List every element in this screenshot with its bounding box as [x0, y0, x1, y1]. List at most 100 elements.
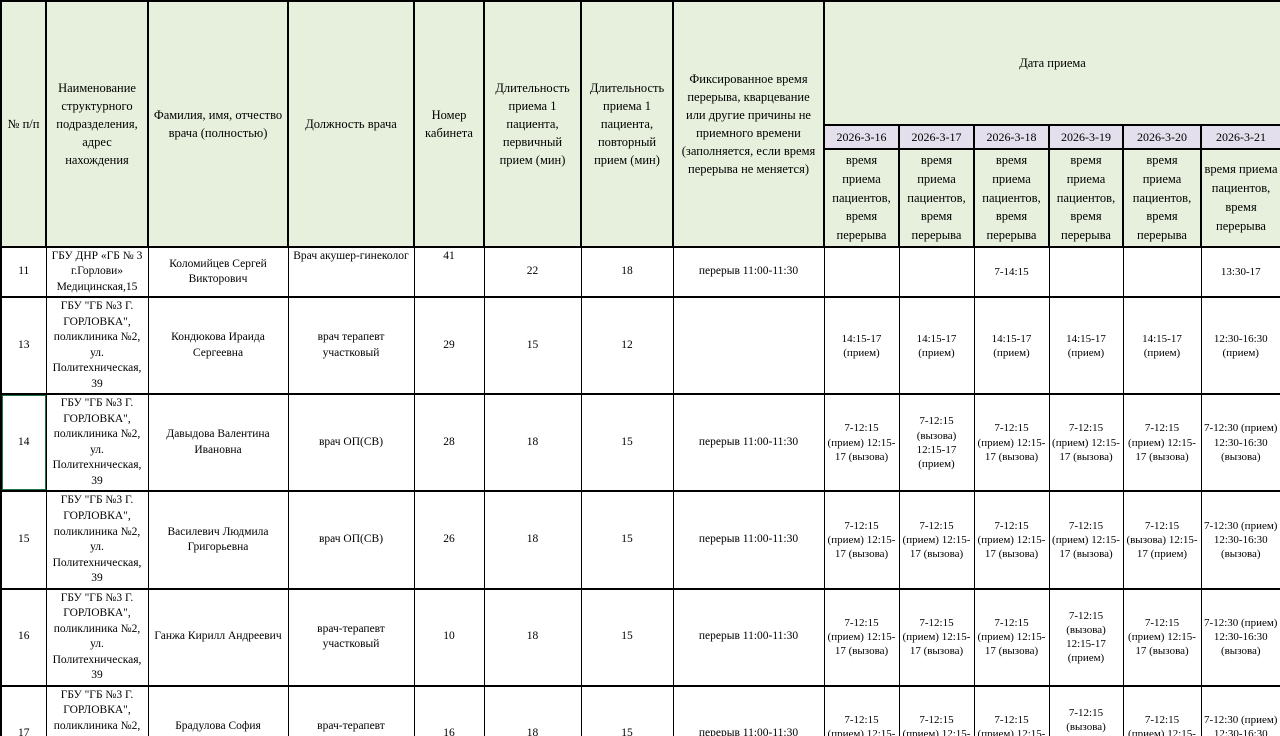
cell-num[interactable]: 13 — [0, 296, 47, 395]
header-npp[interactable]: № п/п — [0, 0, 47, 248]
cell-org[interactable]: ГБУ "ГБ №3 Г. ГОРЛОВКА", поликлиника №2,… — [45, 684, 149, 736]
cell-schedule[interactable]: 7-12:15 (прием) 12:15-17 (вызова) — [1048, 393, 1124, 492]
cell-schedule[interactable] — [823, 245, 900, 298]
cell-fixed[interactable]: перерыв 11:00-11:30 — [672, 245, 825, 298]
cell-dur2[interactable]: 15 — [580, 684, 674, 736]
header-date-sub-2[interactable]: время приема пациентов, время перерыва — [973, 148, 1050, 248]
cell-cab[interactable]: 26 — [413, 490, 485, 590]
cell-schedule[interactable]: 7-12:15 (прием) 12:15-17 (вызова) — [973, 684, 1050, 736]
cell-schedule[interactable]: 7-12:15 (прием) 12:15-17 (вызова) — [973, 393, 1050, 492]
cell-schedule[interactable]: 7-12:15 (прием) 12:15-17 (вызова) — [898, 490, 975, 590]
cell-schedule[interactable]: 14:15-17 (прием) — [973, 296, 1050, 395]
cell-num[interactable]: 11 — [0, 245, 47, 298]
header-date-1[interactable]: 2026-3-17 — [898, 124, 975, 150]
cell-fio[interactable]: Брадулова София Виталиевна — [147, 684, 289, 736]
cell-schedule[interactable]: 7-12:15 (вызова) 12:15-17 (прием) — [1048, 684, 1124, 736]
cell-org[interactable]: ГБУ "ГБ №3 Г. ГОРЛОВКА", поликлиника №2,… — [45, 296, 149, 395]
cell-pos[interactable]: врач ОП(СВ) — [287, 490, 415, 590]
cell-schedule[interactable]: 7-12:30 (прием) 12:30-16:30 (вызова) — [1200, 393, 1280, 492]
cell-num[interactable]: 17 — [0, 684, 47, 736]
cell-fixed[interactable]: перерыв 11:00-11:30 — [672, 490, 825, 590]
header-date-2[interactable]: 2026-3-18 — [973, 124, 1050, 150]
cell-fio[interactable]: Кондюкова Ираида Сергеевна — [147, 296, 289, 395]
header-date-3[interactable]: 2026-3-19 — [1048, 124, 1124, 150]
cell-dur2[interactable]: 15 — [580, 587, 674, 687]
cell-schedule[interactable]: 7-12:15 (прием) 12:15-17 (вызова) — [1122, 587, 1202, 687]
cell-dur2[interactable]: 18 — [580, 245, 674, 298]
header-date-sub-5[interactable]: время приема пациентов, время перерыва — [1199, 148, 1280, 248]
header-dur1[interactable]: Длительность приема 1 пациента, первичны… — [483, 0, 582, 248]
cell-fixed[interactable] — [672, 296, 825, 395]
cell-org[interactable]: ГБУ "ГБ №3 Г. ГОРЛОВКА", поликлиника №2,… — [45, 490, 149, 590]
header-pos[interactable]: Должность врача — [287, 0, 415, 248]
cell-fio[interactable]: Василевич Людмила Григорьевна — [147, 490, 289, 590]
cell-schedule[interactable]: 14:15-17 (прием) — [1122, 296, 1202, 395]
header-dur2[interactable]: Длительность приема 1 пациента, повторны… — [580, 0, 674, 248]
cell-dur1[interactable]: 22 — [483, 245, 582, 298]
cell-schedule[interactable]: 7-12:15 (прием) 12:15-17 (вызова) — [823, 393, 900, 492]
header-date-sub-0[interactable]: время приема пациентов, время перерыва — [823, 148, 900, 248]
cell-schedule[interactable]: 7-12:30 (прием) 12:30-16:30 (вызова) — [1200, 684, 1280, 736]
header-cab[interactable]: Номер кабинета — [413, 0, 485, 248]
cell-org[interactable]: ГБУ ДНР «ГБ № 3 г.Горлови» Медицинская,1… — [45, 245, 149, 298]
header-date-sub-1[interactable]: время приема пациентов, время перерыва — [898, 148, 975, 248]
cell-dur1[interactable]: 18 — [483, 490, 582, 590]
cell-schedule[interactable]: 7-12:15 (вызова) 12:15-17 (прием) — [898, 393, 975, 492]
cell-schedule[interactable]: 7-12:15 (вызова) 12:15-17 (прием) — [1122, 490, 1202, 590]
cell-schedule[interactable]: 7-12:15 (прием) 12:15-17 (вызова) — [973, 490, 1050, 590]
cell-schedule[interactable]: 7-12:15 (прием) 12:15-17 (вызова) — [1048, 490, 1124, 590]
header-fio[interactable]: Фамилия, имя, отчество врача (полностью) — [147, 0, 289, 248]
cell-schedule[interactable]: 7-12:15 (прием) 12:15-17 (вызова) — [973, 587, 1050, 687]
cell-fixed[interactable]: перерыв 11:00-11:30 — [672, 393, 825, 492]
cell-pos[interactable]: врач ОП(СВ) — [287, 393, 415, 492]
cell-cab[interactable]: 29 — [413, 296, 485, 395]
cell-schedule[interactable]: 7-12:15 (прием) 12:15-17 (вызова) — [898, 587, 975, 687]
cell-dur1[interactable]: 18 — [483, 684, 582, 736]
cell-dur2[interactable]: 12 — [580, 296, 674, 395]
header-org[interactable]: Наименование структурного подразделения,… — [45, 0, 149, 248]
header-date-sub-4[interactable]: время приема пациентов, время перерыва — [1122, 148, 1202, 248]
cell-schedule[interactable]: 7-12:15 (вызова) 12:15-17 (прием) — [1048, 587, 1124, 687]
cell-schedule[interactable]: 13:30-17 — [1200, 245, 1280, 298]
cell-pos[interactable]: врач-терапевт участковый — [287, 684, 415, 736]
cell-schedule[interactable]: 7-12:15 (прием) 12:15-17 (вызова) — [823, 490, 900, 590]
cell-schedule[interactable]: 12:30-16:30 (прием) — [1200, 296, 1280, 395]
cell-cab[interactable]: 28 — [413, 393, 485, 492]
cell-num-selected[interactable]: 14 — [0, 393, 47, 492]
cell-dur2[interactable]: 15 — [580, 393, 674, 492]
cell-pos[interactable]: Врач акушер-гинеколог — [287, 245, 415, 298]
cell-dur2[interactable]: 15 — [580, 490, 674, 590]
cell-pos[interactable]: врач терапевт участковый — [287, 296, 415, 395]
header-fixed-break[interactable]: Фиксированное время перерыва, кварцевани… — [672, 0, 825, 248]
cell-schedule[interactable] — [1122, 245, 1202, 298]
cell-schedule[interactable]: 7-12:15 (прием) 12:15-17 (вызова) — [823, 684, 900, 736]
cell-dur1[interactable]: 15 — [483, 296, 582, 395]
cell-schedule[interactable]: 7-12:15 (прием) 12:15-17 (вызова) — [823, 587, 900, 687]
cell-schedule[interactable]: 14:15-17 (прием) — [823, 296, 900, 395]
cell-org[interactable]: ГБУ "ГБ №3 Г. ГОРЛОВКА", поликлиника №2,… — [45, 393, 149, 492]
cell-num[interactable]: 15 — [0, 490, 47, 590]
cell-fixed[interactable]: перерыв 11:00-11:30 — [672, 684, 825, 736]
cell-schedule[interactable]: 7-12:30 (прием) 12:30-16:30 (вызова) — [1200, 587, 1280, 687]
cell-schedule[interactable]: 7-12:30 (прием) 12:30-16:30 (вызова) — [1200, 490, 1280, 590]
cell-cab[interactable]: 16 — [413, 684, 485, 736]
header-dates-group[interactable]: Дата приема — [822, 0, 1280, 126]
header-date-0[interactable]: 2026-3-16 — [823, 124, 900, 150]
header-date-sub-3[interactable]: время приема пациентов, время перерыва — [1048, 148, 1124, 248]
cell-fio[interactable]: Ганжа Кирилл Андреевич — [147, 587, 289, 687]
cell-schedule[interactable] — [898, 245, 975, 298]
cell-schedule[interactable]: 7-12:15 (прием) 12:15-17 (вызова) — [898, 684, 975, 736]
cell-fio[interactable]: Давыдова Валентина Ивановна — [147, 393, 289, 492]
cell-schedule[interactable]: 14:15-17 (прием) — [898, 296, 975, 395]
header-date-4[interactable]: 2026-3-20 — [1122, 124, 1202, 150]
cell-org[interactable]: ГБУ "ГБ №3 Г. ГОРЛОВКА", поликлиника №2,… — [45, 587, 149, 687]
cell-dur1[interactable]: 18 — [483, 393, 582, 492]
cell-cab[interactable]: 10 — [413, 587, 485, 687]
cell-num[interactable]: 16 — [0, 587, 47, 687]
cell-cab[interactable]: 41 — [413, 245, 485, 298]
header-date-5[interactable]: 2026-3-21 — [1199, 124, 1280, 150]
cell-fixed[interactable]: перерыв 11:00-11:30 — [672, 587, 825, 687]
cell-schedule[interactable]: 7-12:15 (прием) 12:15-17 (вызова) — [1122, 684, 1202, 736]
cell-schedule[interactable]: 14:15-17 (прием) — [1048, 296, 1124, 395]
cell-pos[interactable]: врач-терапевт участковый — [287, 587, 415, 687]
